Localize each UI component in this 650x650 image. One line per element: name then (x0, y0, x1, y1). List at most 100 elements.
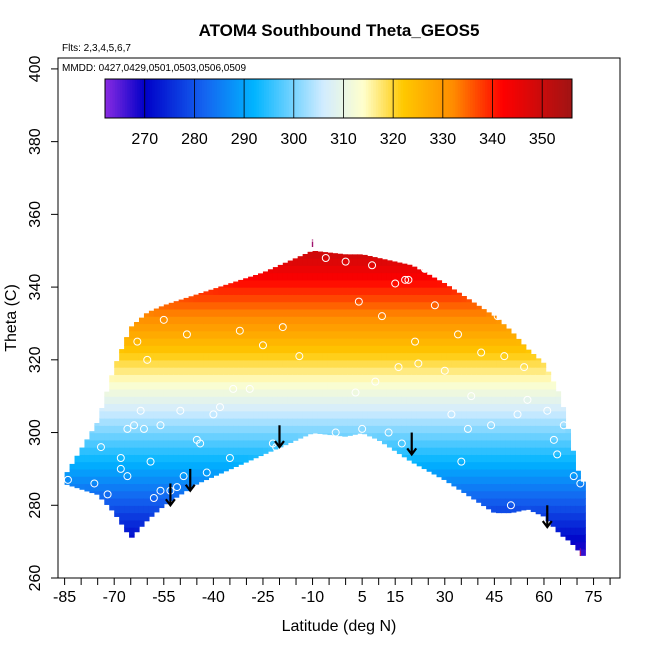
colorbar-segment (487, 79, 491, 118)
heat-cell (396, 418, 403, 426)
heat-cell (451, 461, 457, 470)
heat-cell (530, 359, 537, 368)
heat-cell (431, 425, 438, 434)
heat-cell (307, 301, 314, 310)
heat-cell (431, 279, 438, 288)
heat-cell (218, 388, 224, 397)
heat-cell (282, 345, 289, 354)
heat-cell (362, 308, 368, 317)
heat-cell (406, 381, 413, 390)
colorbar-segment (179, 79, 183, 118)
heat-cell (456, 396, 462, 405)
heat-cell (372, 265, 378, 274)
y-tick-label: 360 (27, 201, 44, 228)
heat-cell (89, 468, 95, 477)
heat-cell (377, 381, 383, 390)
heat-cell (431, 277, 438, 281)
heat-cell (535, 468, 542, 477)
heat-cell (109, 410, 115, 419)
heat-cell (476, 498, 482, 503)
heat-cell (143, 388, 150, 397)
heat-cell (391, 287, 398, 295)
heat-cell (342, 352, 348, 361)
heat-cell (213, 288, 219, 295)
colorbar-segment (544, 79, 548, 118)
heat-cell (163, 308, 170, 317)
heat-cell (228, 439, 234, 448)
heat-cell (317, 367, 324, 375)
heat-cell (138, 317, 145, 325)
heat-cell (277, 345, 284, 354)
heat-cell (525, 374, 532, 383)
heat-cell (223, 330, 229, 339)
heat-cell (292, 330, 299, 339)
heat-cell (282, 272, 289, 281)
heat-cell (386, 260, 393, 266)
heat-cell (580, 548, 586, 556)
heat-cell (282, 352, 289, 361)
heat-cell (109, 403, 115, 412)
heat-cell (540, 410, 547, 419)
heat-cell (287, 396, 294, 405)
heat-cell (198, 396, 205, 405)
heat-cell (436, 308, 443, 317)
heat-cell (327, 301, 333, 310)
colorbar-segment (184, 79, 188, 118)
heat-cell (466, 359, 472, 368)
heat-cell (386, 301, 393, 310)
heat-cell (173, 374, 180, 383)
y-tick-label: 260 (27, 565, 44, 592)
heat-cell (466, 454, 472, 463)
heat-cell (372, 396, 378, 405)
heat-cell (396, 330, 403, 339)
heat-cell (550, 403, 557, 412)
heat-cell (238, 425, 244, 434)
heat-cell (208, 403, 214, 412)
colorbar-segment (219, 79, 223, 118)
heat-cell (238, 374, 244, 383)
heat-cell (431, 294, 438, 303)
heat-cell (396, 381, 403, 390)
heat-cell (109, 454, 115, 463)
heat-cell (233, 287, 239, 295)
heat-cell (74, 461, 81, 470)
heat-cell (426, 432, 433, 441)
colorbar-segment (112, 79, 116, 118)
heat-cell (372, 432, 378, 439)
heat-cell (377, 316, 383, 325)
heat-cell (411, 266, 418, 274)
heat-cell (451, 338, 457, 346)
heat-cell (535, 447, 542, 455)
heat-cell (421, 279, 428, 288)
heat-cell (565, 490, 572, 499)
heat-cell (332, 388, 338, 397)
heat-cell (456, 410, 462, 419)
heat-cell (129, 352, 135, 361)
heat-cell (233, 281, 239, 288)
heat-cell (461, 476, 467, 485)
heat-cell (565, 527, 572, 535)
heat-cell (119, 498, 125, 506)
heat-cell (238, 338, 244, 346)
heat-cell (317, 294, 324, 303)
heat-cell (367, 265, 373, 274)
heat-cell (208, 454, 214, 463)
heat-cell (292, 410, 299, 419)
heat-cell (258, 345, 264, 354)
heat-cell (401, 301, 408, 310)
sample-point (149, 494, 158, 502)
heat-cell (282, 265, 289, 274)
heat-cell (451, 396, 457, 405)
heat-cell (451, 410, 457, 419)
heat-cell (332, 279, 338, 288)
heat-cell (500, 483, 507, 492)
heat-cell (317, 272, 324, 281)
heat-cell (337, 323, 343, 332)
heat-cell (312, 316, 319, 325)
colorbar-segment (157, 79, 161, 118)
heat-cell (337, 330, 343, 339)
heat-cell (158, 359, 165, 368)
heat-cell (342, 272, 348, 281)
heat-cell (456, 316, 462, 325)
heat-cell (377, 403, 383, 412)
